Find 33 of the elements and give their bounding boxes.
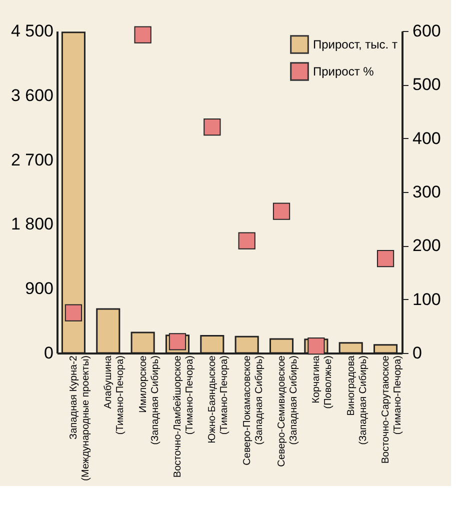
point bbox=[238, 232, 256, 250]
y2-tick-label: 0 bbox=[412, 344, 422, 362]
y-tick-label: 0 bbox=[44, 344, 54, 362]
x-tick-label: Северо-Семивидовское (Западная Сибирь) bbox=[276, 355, 300, 467]
y-tick-label: 900 bbox=[25, 279, 54, 298]
y2-tick-label: 500 bbox=[412, 75, 441, 94]
x-tick-label: Северо-Покамасовское (Западная Сибирь) bbox=[242, 355, 265, 466]
point bbox=[376, 250, 394, 268]
y2-tick-label: 400 bbox=[412, 128, 441, 148]
x-tick-label: Западная Курна-2 (Международные проекты) bbox=[68, 355, 92, 481]
x-tick-label: Корчагина (Поволжье) bbox=[311, 355, 334, 409]
point bbox=[168, 333, 186, 350]
x-tick-label: Восточно-Ламбейшорское (Тимано-Печора) bbox=[172, 355, 196, 478]
legend-label: Прирост, тыс. т bbox=[313, 38, 398, 52]
point bbox=[272, 202, 290, 220]
y2-tick-label: 300 bbox=[412, 182, 441, 202]
x-tick-label: Южно-Баяндыское (Тимано-Печора) bbox=[207, 355, 230, 444]
y2-tick-label: 600 bbox=[412, 22, 441, 40]
point bbox=[308, 337, 325, 355]
y-tick-label: 4 500 bbox=[10, 22, 54, 40]
y2-tick-label: 200 bbox=[412, 236, 441, 256]
point bbox=[134, 26, 152, 44]
legend-label: Прирост % bbox=[313, 64, 374, 78]
y-tick-label: 1 800 bbox=[10, 214, 54, 234]
y2-tick-label: 100 bbox=[412, 290, 441, 309]
x-tick-label: Восточно-Сарутаюское (Тимано-Печора) bbox=[380, 355, 404, 464]
point bbox=[204, 118, 221, 136]
point bbox=[64, 304, 82, 322]
x-tick-label: Алабушина (Тимано-Печора) bbox=[103, 355, 126, 435]
x-tick-label: Имилорское (Западная Сибирь) bbox=[138, 355, 161, 445]
y-tick-label: 2 700 bbox=[10, 150, 54, 170]
y-tick-label: 3 600 bbox=[10, 86, 54, 105]
x-tick-label: Виноградова (Западная Сибирь) bbox=[346, 355, 369, 445]
